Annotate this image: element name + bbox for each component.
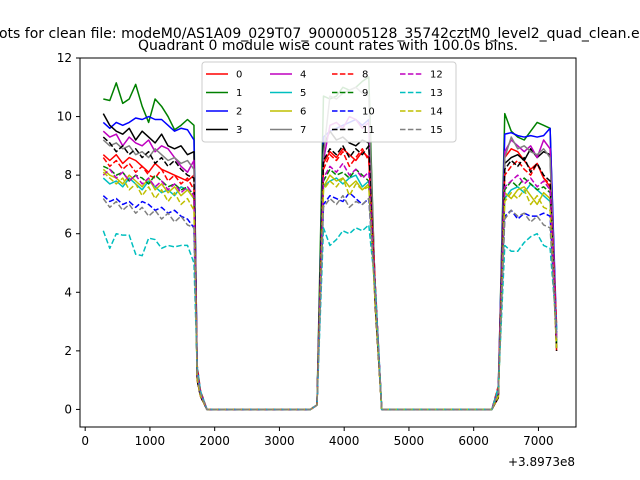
legend-label-10: 10	[362, 107, 375, 118]
legend-label-7: 7	[300, 125, 306, 136]
legend-label-8: 8	[362, 70, 368, 81]
y-tick-label: 12	[57, 51, 72, 65]
y-tick-label: 0	[64, 402, 72, 416]
y-tick-label: 6	[64, 227, 72, 241]
legend-label-12: 12	[430, 70, 443, 81]
chart-title: Quadrant 0 module wise count rates with …	[138, 38, 518, 54]
y-tick-label: 2	[64, 344, 72, 358]
y-tick-label: 4	[64, 285, 72, 299]
legend-label-6: 6	[300, 107, 306, 118]
series-line-5	[102, 174, 558, 411]
y-tick-label: 10	[57, 110, 72, 124]
x-tick-label: 0	[81, 434, 89, 448]
axes-frame	[79, 57, 577, 428]
legend-label-11: 11	[362, 125, 375, 136]
x-tick-label: 2000	[199, 434, 230, 448]
legend-label-1: 1	[236, 88, 242, 99]
series-line-8	[102, 148, 558, 411]
legend-label-13: 13	[430, 88, 443, 99]
legend-frame	[201, 61, 457, 143]
series-line-15	[102, 194, 558, 411]
legend-label-5: 5	[300, 88, 306, 99]
legend-label-3: 3	[236, 125, 242, 136]
legend-label-14: 14	[430, 107, 443, 118]
y-tick-label: 8	[64, 168, 72, 182]
x-axis: 0 1000 2000 3000 4000 5000 6000 7000	[81, 427, 554, 448]
legend-label-9: 9	[362, 88, 368, 99]
series-line-14	[102, 171, 558, 411]
x-tick-label: 5000	[394, 434, 425, 448]
series-line-13	[102, 224, 558, 411]
x-tick-label: 3000	[264, 434, 295, 448]
legend-label-15: 15	[430, 125, 443, 136]
legend-label-0: 0	[236, 70, 242, 81]
x-offset-label: +3.8973e8	[508, 455, 575, 469]
series-line-9	[103, 165, 558, 411]
x-tick-label: 1000	[135, 434, 166, 448]
series-line-2	[102, 115, 558, 411]
series-line-12	[102, 162, 558, 411]
x-tick-label: 4000	[329, 434, 360, 448]
y-axis: 0 2 4 6 8 10 12	[57, 51, 80, 416]
series-line-4	[102, 115, 558, 411]
series-line-0	[102, 148, 558, 411]
x-tick-label: 7000	[523, 434, 554, 448]
series-line-6	[102, 168, 558, 411]
plot-area: 0 1000 2000 3000 4000 5000 6000 7000 024681012 …	[57, 51, 577, 469]
figure-suptitle: Plots for clean file: modeM0/AS1A09_029T…	[0, 26, 640, 42]
series-line-10	[102, 191, 558, 411]
legend-label-4: 4	[300, 70, 306, 81]
x-tick-label: 6000	[458, 434, 489, 448]
series-line-3	[102, 113, 558, 411]
legend-label-2: 2	[236, 107, 242, 118]
